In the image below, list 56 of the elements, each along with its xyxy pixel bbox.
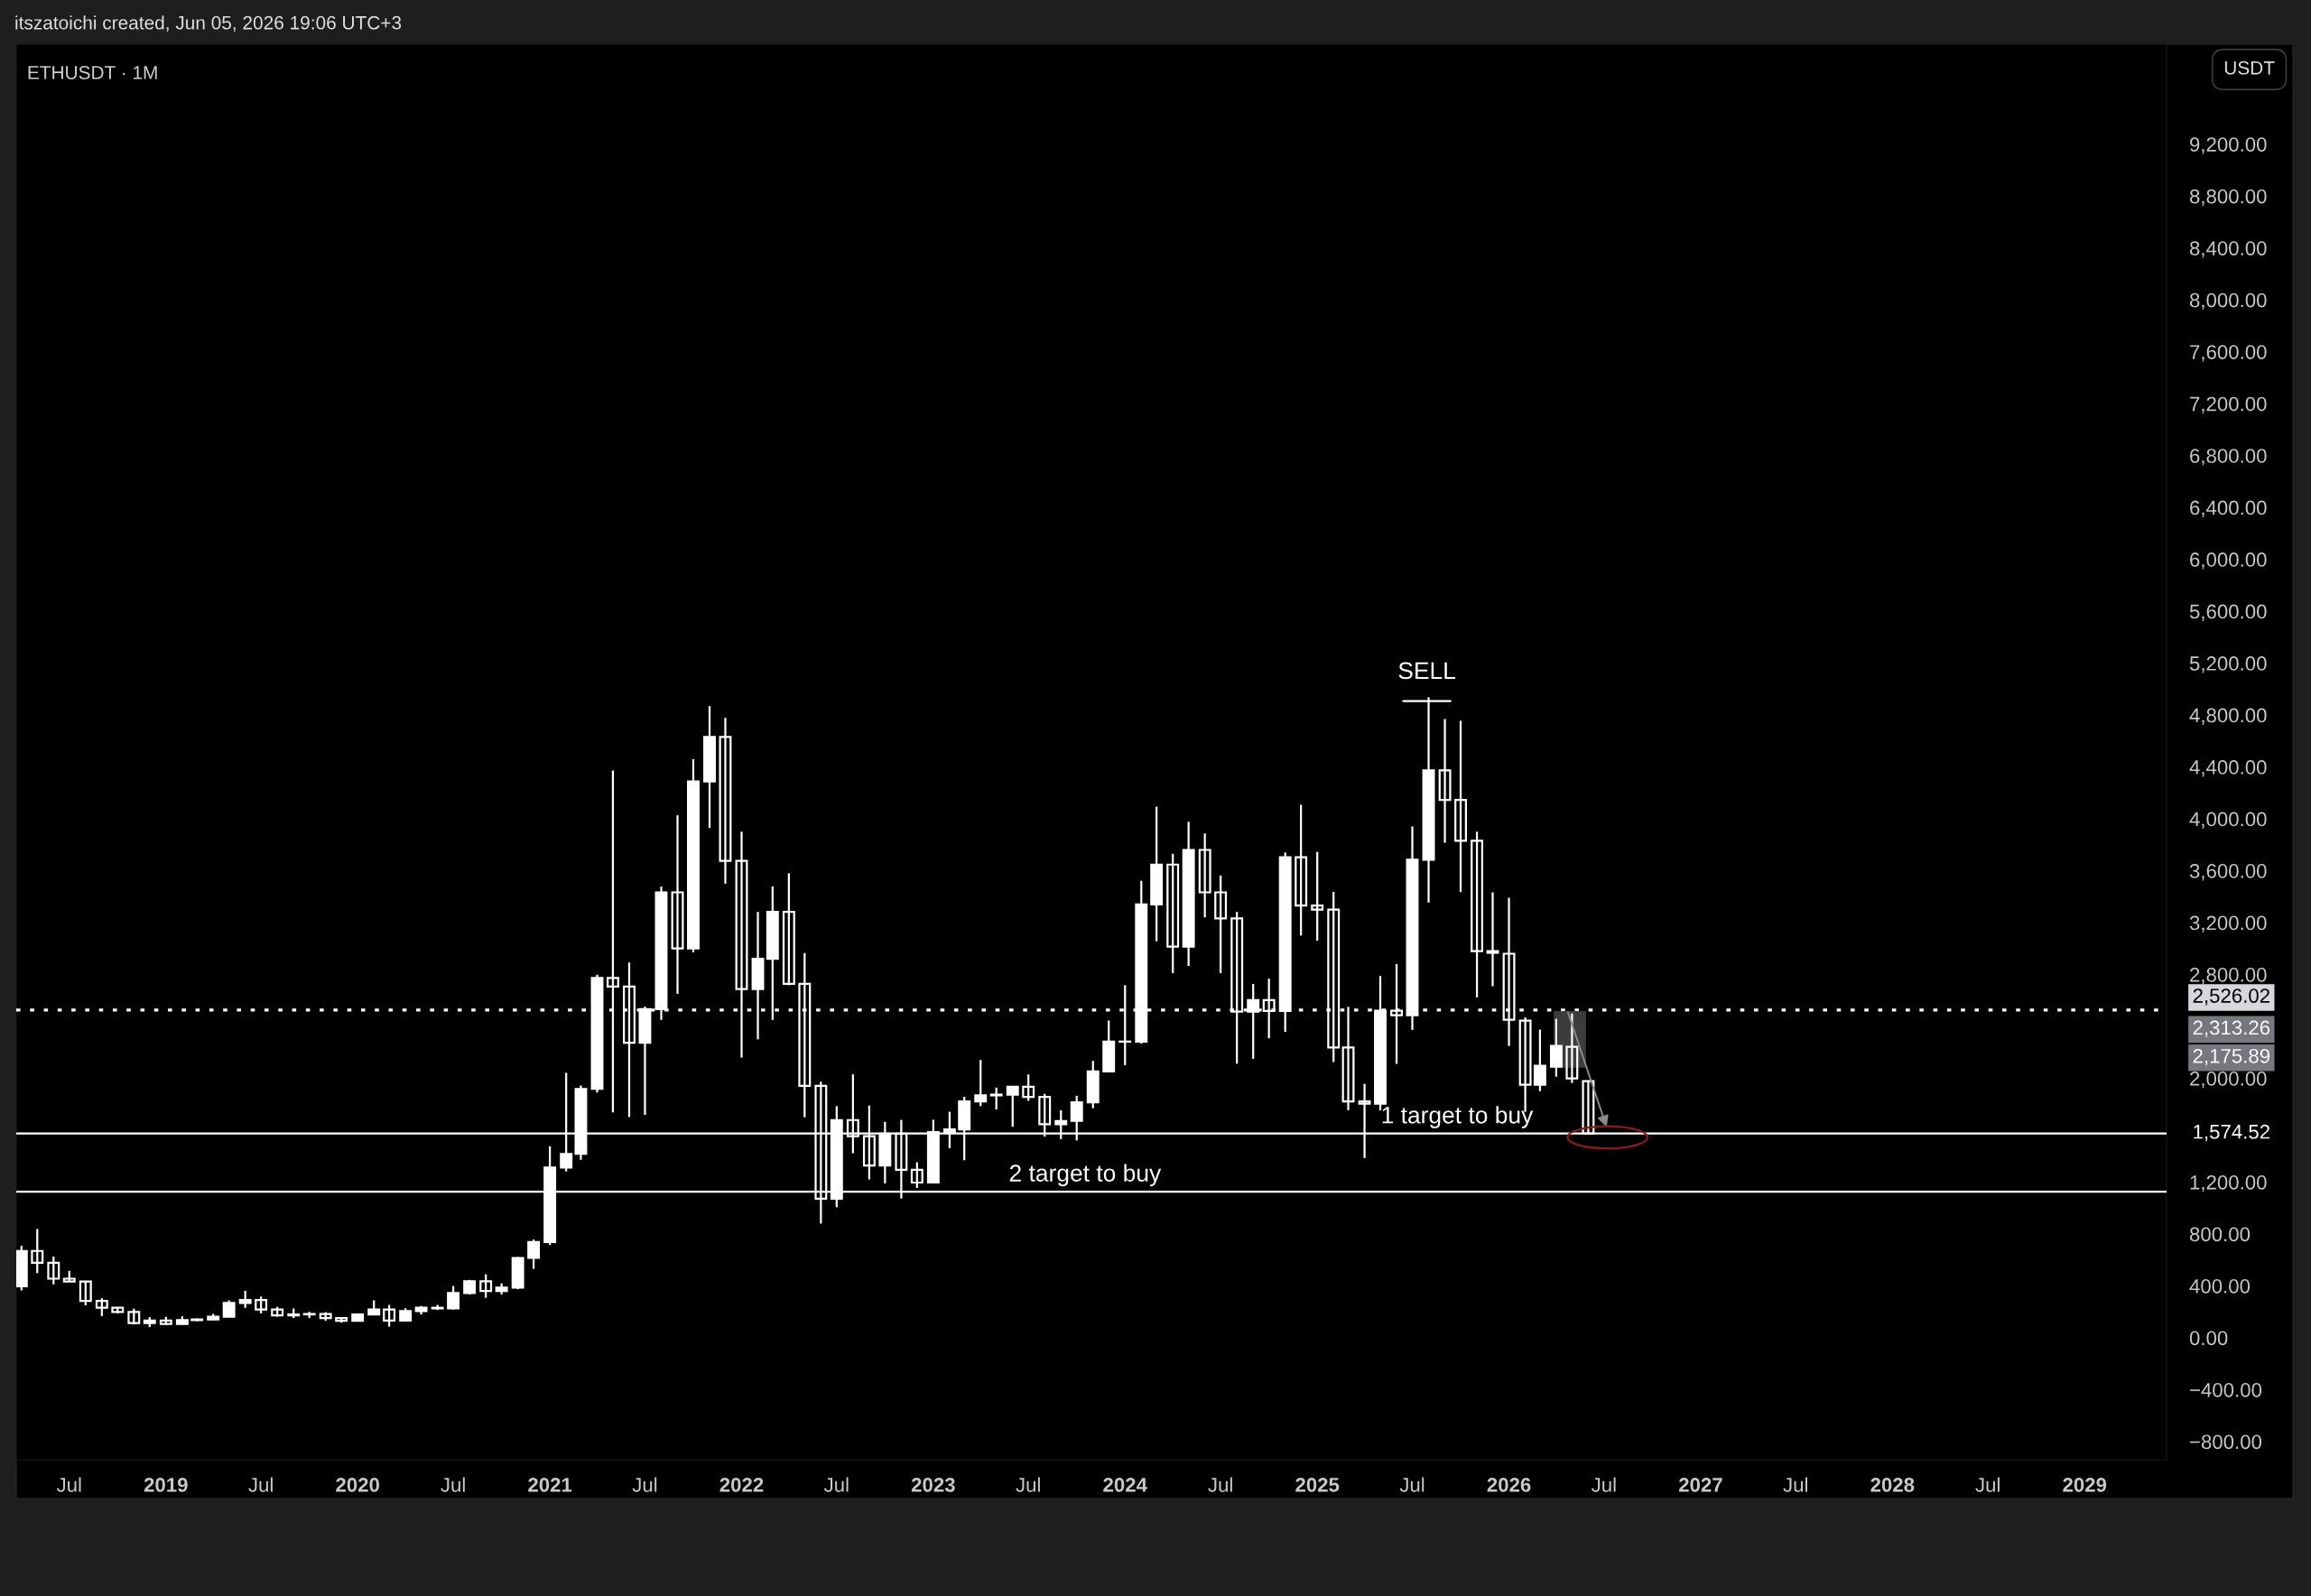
text: itszatoichi created, Jun 05, 2026 19:06 UTC+3 <box>15 15 402 32</box>
y-tick-label: 3,600.00 <box>2189 864 2267 881</box>
x-tick-label: 2021 <box>528 1478 572 1492</box>
x-tick-label: 2027 <box>1678 1478 1722 1492</box>
text: 2,175.89 <box>2193 1048 2270 1066</box>
y-tick-label: 4,000.00 <box>2189 812 2267 829</box>
y-tick-label: 6,000.00 <box>2190 552 2267 570</box>
x-tick-label: 2019 <box>144 1478 188 1492</box>
x-tick-label: Jul <box>632 1477 657 1492</box>
y-tick-label: −400.00 <box>2190 1382 2262 1397</box>
x-tick-label: Jul <box>823 1477 849 1492</box>
x-tick-label: 2026 <box>1487 1478 1531 1492</box>
ref-line-label: 2,526.02 <box>2193 988 2269 1006</box>
y-tick-label: 1,200.00 <box>2190 1174 2267 1192</box>
text: ETHUSDT · 1M <box>28 66 157 79</box>
x-tick-label: 2022 <box>719 1478 764 1492</box>
x-tick-label: Jul <box>248 1477 273 1492</box>
x-tick-label: Jul <box>1016 1477 1040 1492</box>
x-tick-label: 2029 <box>2063 1478 2107 1492</box>
annotation: 1 target to buy <box>1382 1106 1534 1128</box>
y-tick-label: 8,000.00 <box>2189 292 2267 311</box>
y-tick-label: 4,800.00 <box>2189 708 2267 725</box>
y-tick-label: 7,600.00 <box>2190 345 2267 362</box>
annotation: 2 target to buy <box>1009 1164 1162 1187</box>
y-tick-label: 2,000.00 <box>2190 1071 2267 1089</box>
y-tick-label: 9,200.00 <box>2190 137 2267 154</box>
y-tick-label: 3,200.00 <box>2189 915 2267 933</box>
y-tick-label: 400.00 <box>2189 1278 2251 1294</box>
x-tick-label: 2028 <box>1870 1478 1915 1492</box>
y-tick-label: −800.00 <box>2190 1434 2262 1450</box>
annotation: SELL <box>1398 662 1455 680</box>
ref-line-label: 1,574.52 <box>2194 1124 2269 1142</box>
x-tick-label: 2024 <box>1103 1478 1147 1492</box>
y-tick-label: 8,400.00 <box>2189 241 2267 258</box>
x-tick-label: Jul <box>441 1477 465 1492</box>
y-tick-label: 0.00 <box>2189 1331 2228 1346</box>
x-tick-label: Jul <box>1975 1477 2000 1492</box>
y-tick-label: 7,200.00 <box>2190 396 2267 413</box>
x-tick-label: Jul <box>1399 1477 1425 1492</box>
y-tick-label: 8,800.00 <box>2189 189 2267 207</box>
x-tick-label: Jul <box>1783 1477 1807 1492</box>
x-tick-label: Jul <box>56 1477 81 1492</box>
y-tick-label: 5,600.00 <box>2189 604 2267 621</box>
text: USDT <box>2224 60 2275 75</box>
y-tick-label: 4,400.00 <box>2189 760 2267 777</box>
y-tick-label: 6,800.00 <box>2190 449 2267 466</box>
y-tick-label: 5,200.00 <box>2189 656 2267 673</box>
x-tick-label: Jul <box>1208 1477 1232 1492</box>
text: 2,313.26 <box>2193 1020 2270 1037</box>
y-tick-label: 2,800.00 <box>2190 968 2267 985</box>
x-tick-label: 2025 <box>1295 1478 1340 1492</box>
x-tick-label: 2023 <box>911 1478 955 1492</box>
y-tick-label: 800.00 <box>2189 1227 2251 1242</box>
y-tick-label: 6,400.00 <box>2190 500 2267 517</box>
x-tick-label: Jul <box>1592 1477 1616 1492</box>
x-tick-label: 2020 <box>336 1478 379 1492</box>
